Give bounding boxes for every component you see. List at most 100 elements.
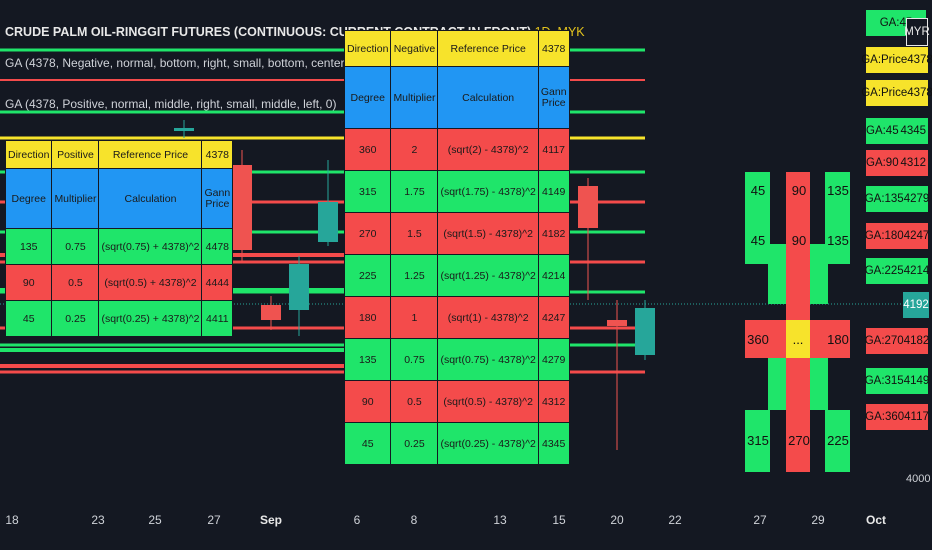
price-badge: GA:90 4312: [866, 150, 928, 176]
square-label: 270: [788, 432, 810, 448]
cell-price: 4182: [537, 212, 570, 255]
square-label: 90: [791, 182, 807, 198]
cell-price: 4444: [201, 264, 234, 301]
square-label: 135: [827, 232, 849, 248]
cell-mult: 0.75: [390, 338, 439, 381]
price-badge: GA:135 4279: [864, 186, 930, 212]
candle-body: [289, 264, 309, 310]
time-axis-label: 18: [5, 513, 19, 527]
price-badge-value: 4378: [907, 54, 932, 66]
square-label: 135: [827, 182, 849, 198]
table-row: 360 2 (sqrt(2) - 4378)^2 4117: [343, 128, 570, 171]
price-badge-label: GA:180: [864, 230, 904, 242]
cell-mult: 2: [390, 128, 439, 171]
cell-price: 4345: [537, 422, 570, 465]
candle-body: [318, 202, 338, 242]
cell-calc: (sqrt(0.25) + 4378)^2: [98, 300, 203, 337]
cell-calc: (sqrt(0.25) - 4378)^2: [437, 422, 539, 465]
price-badge: GA:270 4182: [865, 328, 930, 354]
cell-mult: 0.25: [51, 300, 100, 337]
gann-price-header: Gann Price: [537, 66, 570, 129]
time-axis-label: 25: [148, 513, 162, 527]
indicator-negative-label[interactable]: GA (4378, Negative, normal, bottom, righ…: [5, 56, 362, 70]
gann-price-header: Gann Price: [201, 168, 234, 229]
cell-calc: (sqrt(2) - 4378)^2: [437, 128, 539, 171]
price-badge-label: GA:Price: [861, 54, 908, 66]
price-badge-label: GA:135: [864, 193, 904, 205]
price-badge: GA:45: [866, 10, 926, 36]
price-badge-value: 4182: [903, 335, 930, 347]
reference-price-header: Reference Price: [437, 30, 539, 67]
time-axis-label: 6: [353, 513, 361, 527]
price-badge-value: 4149: [903, 375, 930, 387]
cell-mult: 1.75: [390, 170, 439, 213]
multiplier-header: Multiplier: [390, 66, 439, 129]
time-axis-label: 20: [610, 513, 624, 527]
price-badge: GA:Price 4378: [861, 80, 932, 106]
direction-header: Direction: [343, 30, 392, 67]
table-row: 270 1.5 (sqrt(1.5) - 4378)^2 4182: [343, 212, 570, 255]
price-badge-value: 4345: [900, 125, 927, 137]
square-block: [768, 358, 786, 410]
time-axis-label: 15: [552, 513, 566, 527]
candle-body: [261, 305, 281, 320]
time-axis-label: 27: [753, 513, 767, 527]
table-row: 135 0.75 (sqrt(0.75) + 4378)^2 4478: [4, 228, 234, 265]
price-badge-label: GA:360: [865, 411, 905, 423]
price-badge-value: 4214: [903, 265, 930, 277]
cell-mult: 1: [390, 296, 439, 339]
indicator-positive-label[interactable]: GA (4378, Positive, normal, middle, righ…: [5, 97, 337, 111]
cell-price: 4117: [537, 128, 570, 171]
cell-deg: 45: [4, 300, 53, 337]
price-badge-label: GA:225: [864, 265, 904, 277]
direction-header: Direction: [4, 140, 53, 169]
cell-price: 4478: [201, 228, 234, 265]
square-block: [810, 244, 828, 304]
direction-value: Positive: [51, 140, 100, 169]
cell-mult: 0.5: [51, 264, 100, 301]
price-badge-value: 4312: [900, 157, 927, 169]
square-column-left-bottom: [745, 410, 770, 472]
cell-mult: 1.25: [390, 254, 439, 297]
cell-price: 4149: [537, 170, 570, 213]
price-badge: GA:180 4247: [864, 223, 929, 249]
cell-calc: (sqrt(1) - 4378)^2: [437, 296, 539, 339]
cell-price: 4247: [537, 296, 570, 339]
cell-deg: 90: [4, 264, 53, 301]
cell-mult: 0.25: [390, 422, 439, 465]
cell-deg: 315: [343, 170, 392, 213]
candle-body: [232, 165, 252, 250]
time-axis-label: Oct: [865, 513, 887, 527]
price-badge: GA:Price 4378: [861, 47, 932, 73]
square-block: [768, 244, 786, 304]
price-axis-tick: 4000: [906, 473, 931, 485]
cell-calc: (sqrt(0.75) + 4378)^2: [98, 228, 203, 265]
table-row: 135 0.75 (sqrt(0.75) - 4378)^2 4279: [343, 338, 570, 381]
candle-body: [635, 308, 655, 355]
time-axis-label: 8: [410, 513, 418, 527]
calculation-header: Calculation: [437, 66, 539, 129]
multiplier-header: Multiplier: [51, 168, 100, 229]
table-row: 90 0.5 (sqrt(0.5) + 4378)^2 4444: [4, 264, 234, 301]
time-axis-label: 29: [811, 513, 825, 527]
square-center: ...: [786, 320, 810, 358]
price-badge: GA:225 4214: [864, 258, 930, 284]
cell-mult: 0.5: [390, 380, 439, 423]
direction-value: Negative: [390, 30, 439, 67]
cell-price: 4214: [537, 254, 570, 297]
square-label: 180: [827, 331, 849, 347]
price-badge-value: 4279: [903, 193, 930, 205]
candle-body: [607, 320, 627, 326]
cell-price: 4279: [537, 338, 570, 381]
candle-body: [578, 186, 598, 228]
cell-calc: (sqrt(1.75) - 4378)^2: [437, 170, 539, 213]
cell-deg: 135: [343, 338, 392, 381]
table-row: 225 1.25 (sqrt(1.25) - 4378)^2 4214: [343, 254, 570, 297]
currency-badge[interactable]: MYR: [904, 18, 930, 46]
cell-deg: 225: [343, 254, 392, 297]
price-badge: GA:45 4345: [866, 118, 928, 144]
price-badge: GA:360 4117: [865, 404, 929, 430]
cell-deg: 270: [343, 212, 392, 255]
cell-deg: 45: [343, 422, 392, 465]
time-axis-label: 13: [493, 513, 507, 527]
